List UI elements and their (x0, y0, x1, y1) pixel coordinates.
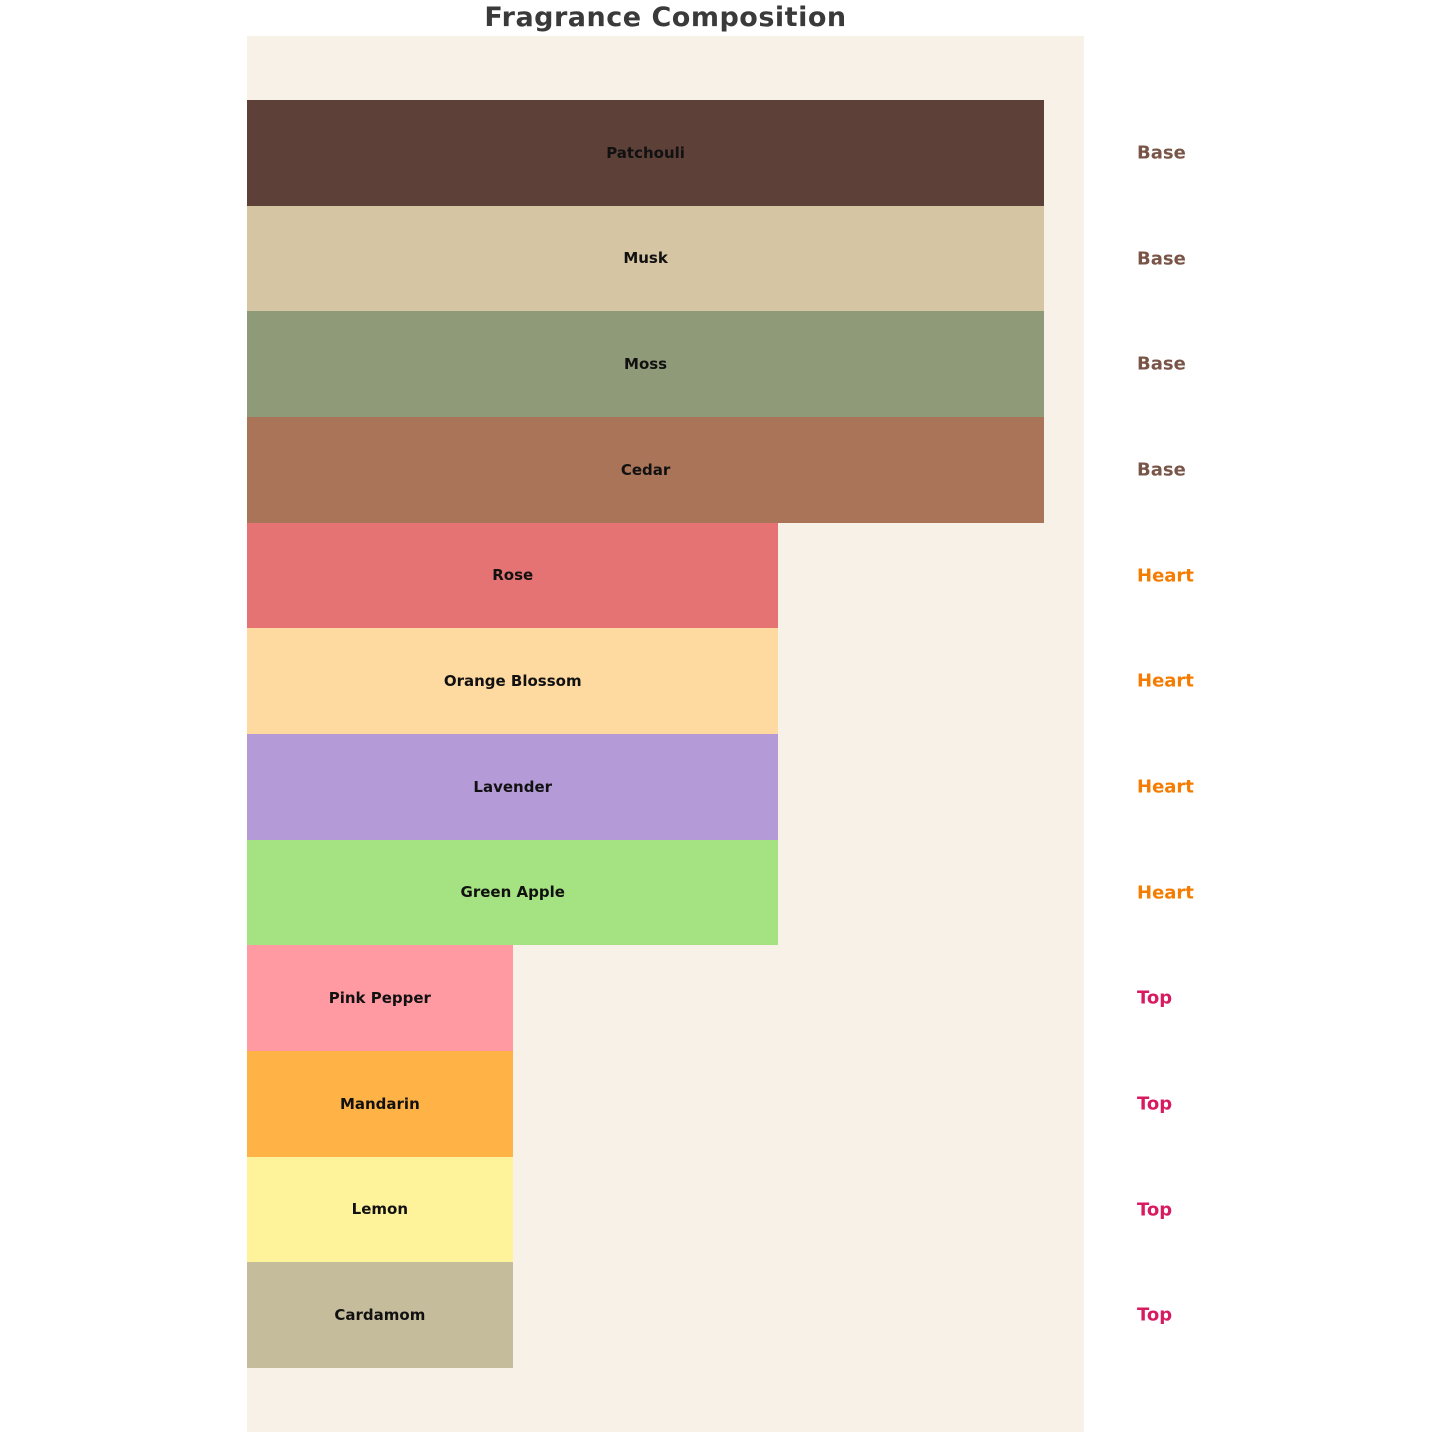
group-label-top-9: Top (1137, 1093, 1173, 1115)
bar-cardamom: Cardamom (247, 1262, 513, 1368)
bar-green-apple: Green Apple (247, 839, 779, 946)
group-label-heart-6: Heart (1137, 776, 1194, 798)
bar-label-cardamom: Cardamom (334, 1306, 426, 1325)
group-label-top-11: Top (1137, 1304, 1173, 1326)
bar-pink-pepper: Pink Pepper (247, 945, 513, 1051)
bar-label-cedar: Cedar (620, 460, 671, 479)
chart-title: Fragrance Composition (484, 2, 847, 33)
group-label-base-3: Base (1137, 459, 1186, 481)
bar-mandarin: Mandarin (247, 1051, 513, 1157)
bar-moss: Moss (247, 311, 1045, 417)
bar-label-musk: Musk (623, 249, 668, 268)
group-label-top-10: Top (1137, 1199, 1173, 1220)
bar-label-patchouli: Patchouli (606, 143, 685, 162)
bar-label-rose: Rose (492, 566, 534, 585)
bar-lavender: Lavender (247, 734, 779, 840)
bar-label-moss: Moss (624, 355, 668, 374)
bar-orange-blossom: Orange Blossom (247, 628, 779, 734)
bar-label-lavender: Lavender (473, 777, 553, 796)
group-label-base-1: Base (1137, 248, 1186, 269)
bar-rose: Rose (247, 522, 779, 629)
bar-lemon: Lemon (247, 1156, 513, 1263)
bar-label-pink-pepper: Pink Pepper (328, 989, 431, 1008)
group-label-base-0: Base (1137, 142, 1186, 164)
bar-cedar: Cedar (247, 417, 1045, 523)
group-label-heart-4: Heart (1137, 565, 1194, 586)
group-label-heart-5: Heart (1137, 670, 1194, 692)
bar-label-lemon: Lemon (351, 1200, 409, 1219)
group-label-base-2: Base (1137, 353, 1186, 375)
group-label-heart-7: Heart (1137, 882, 1194, 903)
plot-area: Patchouli Musk Moss Cedar Rose Orange Blossom… (247, 36, 1084, 1432)
bar-label-mandarin: Mandarin (339, 1094, 420, 1113)
bar-label-green-apple: Green Apple (460, 883, 565, 902)
bar-label-orange-blossom: Orange Blossom (443, 672, 582, 691)
bar-patchouli: Patchouli (247, 100, 1045, 206)
bar-musk: Musk (247, 205, 1045, 312)
group-label-top-8: Top (1137, 987, 1173, 1009)
